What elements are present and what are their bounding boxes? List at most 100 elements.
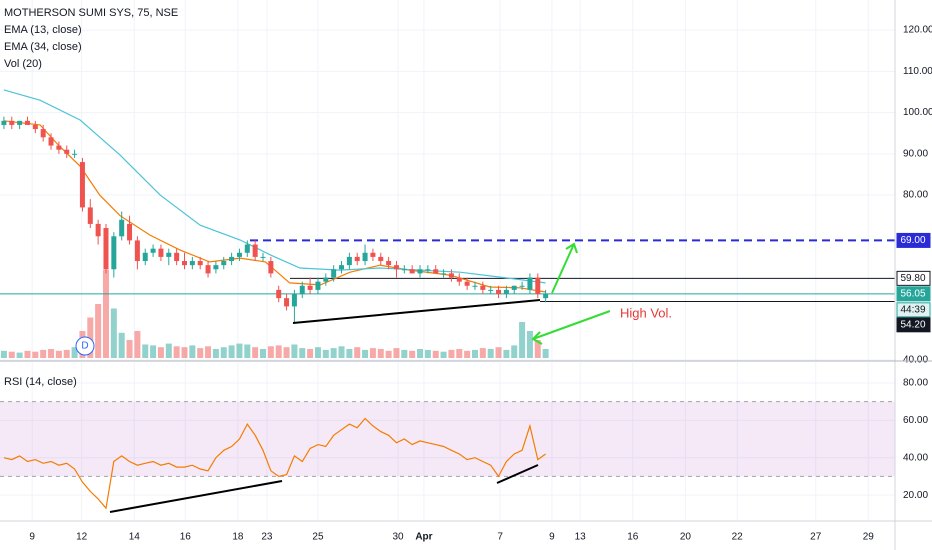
- candle-body: [425, 269, 431, 271]
- marker-label: D: [81, 341, 88, 352]
- y-tick-label: 110.00: [903, 66, 932, 77]
- candle-body: [64, 149, 70, 154]
- volume-bar: [118, 332, 125, 358]
- candle-body: [150, 248, 156, 253]
- candle-body: [119, 219, 125, 237]
- candle-body: [441, 273, 447, 275]
- candle-body: [236, 252, 242, 257]
- y-tick-label: 40.00: [903, 452, 928, 463]
- x-tick-label: 27: [810, 532, 822, 543]
- candle-body: [174, 252, 180, 262]
- candle-body: [354, 256, 360, 262]
- rsi-line: [3, 417, 546, 510]
- volume-bar: [71, 347, 78, 358]
- candle-body: [1, 120, 7, 125]
- price-label-box: [896, 317, 931, 333]
- candle-body: [17, 120, 23, 125]
- volume-bar: [519, 322, 526, 358]
- candle-body: [87, 207, 93, 224]
- price-label-box: [896, 232, 931, 248]
- candle-body: [291, 294, 297, 307]
- volume-bar: [275, 345, 282, 358]
- candle-body: [315, 281, 321, 290]
- y-tick-label: 100.00: [903, 107, 932, 118]
- candle-body: [134, 240, 140, 262]
- price-labels: 69.00 59.80 56.05 44:39 54.20: [896, 232, 931, 333]
- y-tick-label: 60.00: [903, 415, 928, 426]
- volume-bar: [338, 346, 345, 358]
- price-label-box: [896, 270, 931, 286]
- price-label: 56.05: [900, 288, 925, 299]
- candle-body: [268, 261, 274, 274]
- candle-body: [221, 261, 227, 266]
- candle-body: [472, 285, 478, 287]
- volume-bar: [0, 350, 7, 358]
- y-tick-label: 120.00: [903, 25, 932, 36]
- volume-bar: [471, 349, 478, 358]
- y-tick-label: 20.00: [903, 490, 928, 501]
- trend-line: [292, 299, 541, 324]
- volume-bar: [409, 350, 416, 358]
- x-tick-label: 12: [76, 532, 88, 543]
- volume-bar: [134, 331, 141, 358]
- candle-body: [189, 261, 195, 266]
- volume-bar: [299, 348, 306, 358]
- countdown-box: [896, 302, 931, 318]
- volume-bar: [150, 345, 157, 358]
- volume-bar: [362, 349, 369, 358]
- volume-bar: [244, 344, 251, 358]
- candle-body: [378, 256, 384, 262]
- volume-bar: [236, 343, 243, 358]
- candle-body: [213, 265, 219, 270]
- candle-body: [72, 153, 78, 155]
- trend-line: [109, 480, 283, 513]
- volume-bar: [197, 348, 204, 358]
- volume-bar: [87, 317, 94, 358]
- volume-bar: [205, 346, 212, 358]
- candle-body: [535, 277, 541, 295]
- x-tick-label: 23: [261, 532, 273, 543]
- candle-body: [252, 244, 258, 257]
- annotation: High Vol.: [620, 305, 672, 320]
- volume-bar: [330, 348, 337, 358]
- candle-body: [111, 236, 117, 270]
- volume-bar: [157, 347, 164, 358]
- candle-body: [331, 269, 337, 278]
- volume-bar: [417, 349, 424, 358]
- candle-body: [448, 273, 454, 278]
- volume-bar: [181, 347, 188, 358]
- candle-body: [205, 265, 211, 274]
- volume-bar: [267, 346, 274, 358]
- volume-bar: [440, 351, 447, 358]
- candle-body: [95, 223, 101, 237]
- candle-body: [244, 244, 250, 253]
- volume-bar: [48, 349, 55, 358]
- candle-body: [409, 269, 415, 274]
- x-tick-label: 16: [627, 532, 639, 543]
- volume-bar: [291, 344, 298, 358]
- volume-bar: [40, 349, 47, 358]
- x-tick-label: 14: [129, 532, 141, 543]
- x-tick-label: 13: [575, 532, 587, 543]
- candle-body: [527, 277, 533, 290]
- price-label-box: [896, 286, 931, 302]
- volume-bar: [424, 349, 431, 358]
- plot: [0, 89, 895, 510]
- volume-bar: [189, 345, 196, 358]
- candle-body: [417, 269, 423, 274]
- candle-body: [32, 124, 38, 130]
- volume-bar: [142, 344, 149, 358]
- legend-entry: Vol (20): [4, 58, 42, 70]
- volume-bar: [283, 347, 290, 358]
- volume-bar: [32, 351, 39, 358]
- y-tick-label: 40.00: [903, 355, 928, 366]
- volume-bar: [110, 308, 117, 358]
- candle-body: [299, 285, 305, 295]
- legend-entry: EMA (13, close): [4, 24, 82, 36]
- price-label: 69.00: [900, 235, 925, 246]
- volume-bar: [165, 343, 172, 358]
- candle-body: [433, 269, 439, 274]
- candle-body: [519, 285, 525, 287]
- rsi-band: [0, 401, 895, 477]
